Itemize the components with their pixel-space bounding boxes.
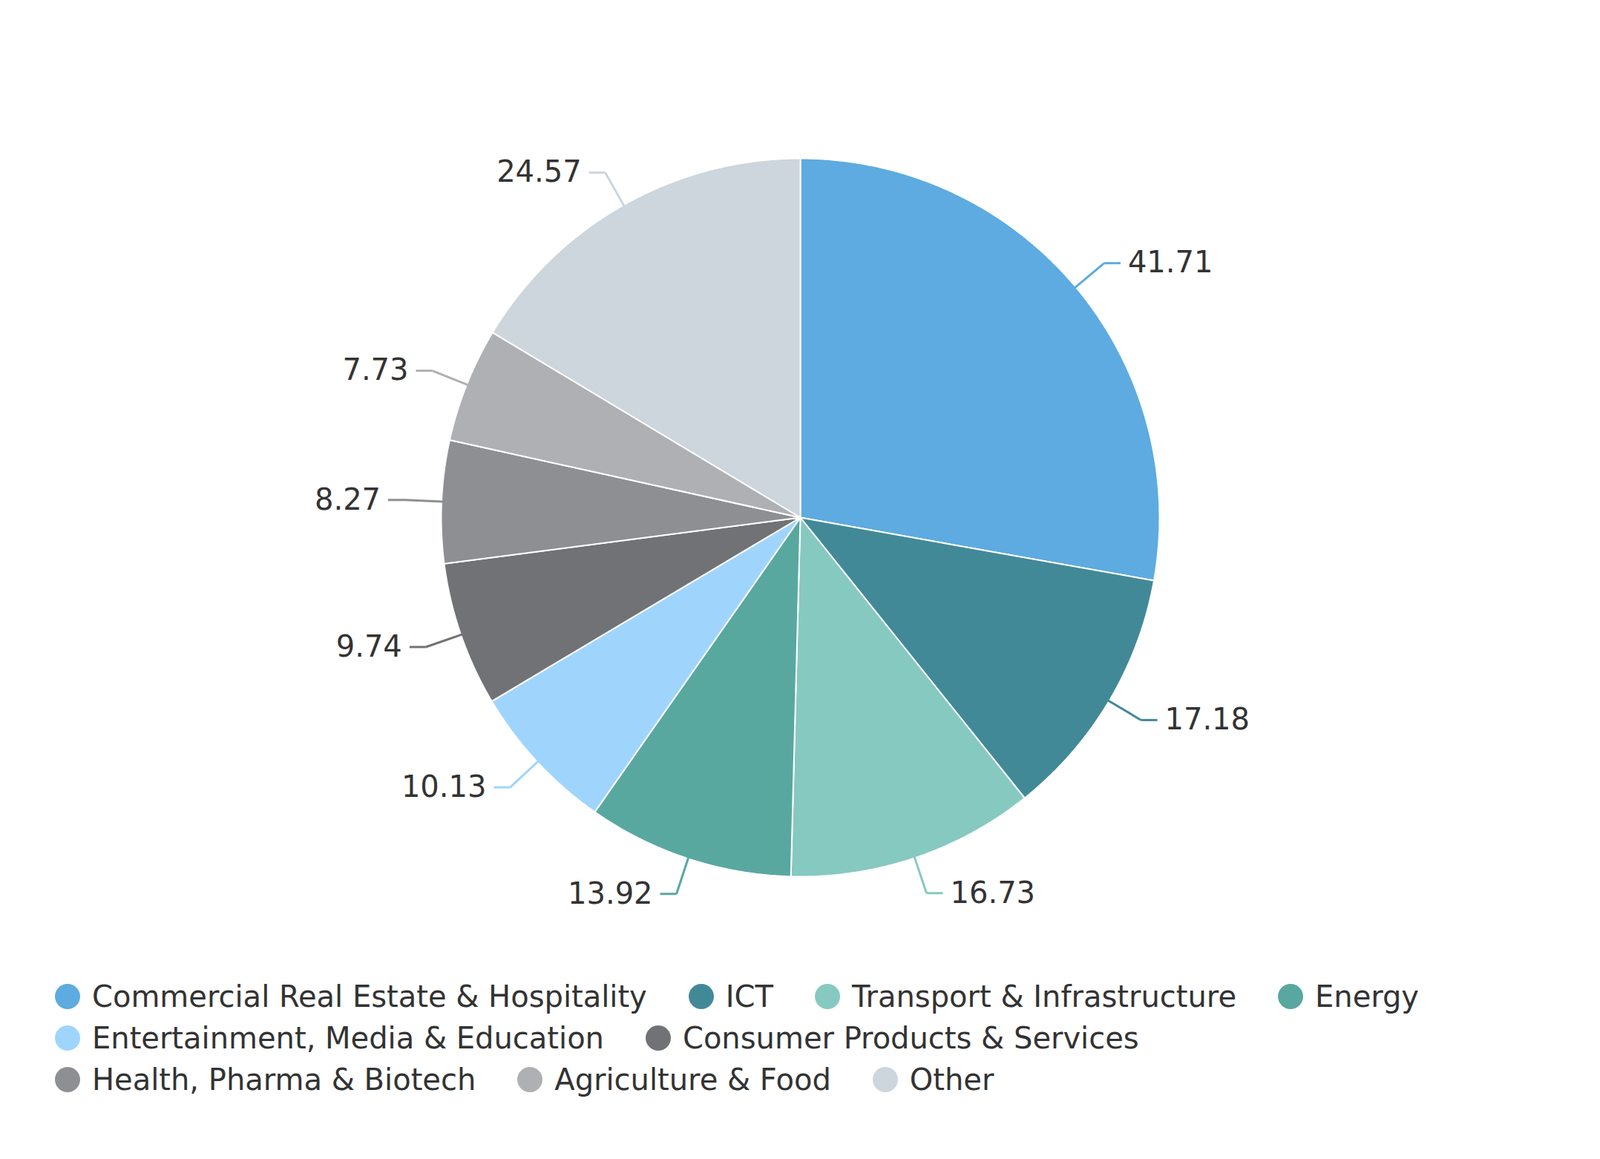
svg-text:24.57: 24.57 (496, 154, 582, 189)
svg-text:9.74: 9.74 (336, 629, 403, 664)
html-text:Consumer Products & Services: Consumer Products & Services (682, 1021, 1139, 1056)
html-text:Transport & Infrastructure: Transport & Infrastructure (851, 979, 1237, 1014)
svg-text:13.92: 13.92 (567, 876, 654, 911)
svg-text:17.18: 17.18 (1164, 702, 1250, 737)
svg-text:7.73: 7.73 (342, 352, 409, 387)
svg-text:41.71: 41.71 (1128, 244, 1214, 280)
html-text:Other: Other (909, 1062, 994, 1097)
html-text:Agriculture & Food: Agriculture & Food (554, 1062, 832, 1097)
html-text:ICT: ICT (725, 979, 774, 1014)
svg-text:10.13: 10.13 (401, 769, 487, 804)
html-text:Health, Pharma & Biotech: Health, Pharma & Biotech (92, 1062, 476, 1097)
svg-text:8.27: 8.27 (314, 482, 381, 517)
html-text:Energy: Energy (1315, 979, 1419, 1014)
svg-text:16.73: 16.73 (950, 875, 1036, 910)
html-text:Commercial Real Estate & Hospi: Commercial Real Estate & Hospitality (92, 979, 647, 1014)
html-text:Entertainment, Media & Educati: Entertainment, Media & Education (92, 1021, 605, 1056)
